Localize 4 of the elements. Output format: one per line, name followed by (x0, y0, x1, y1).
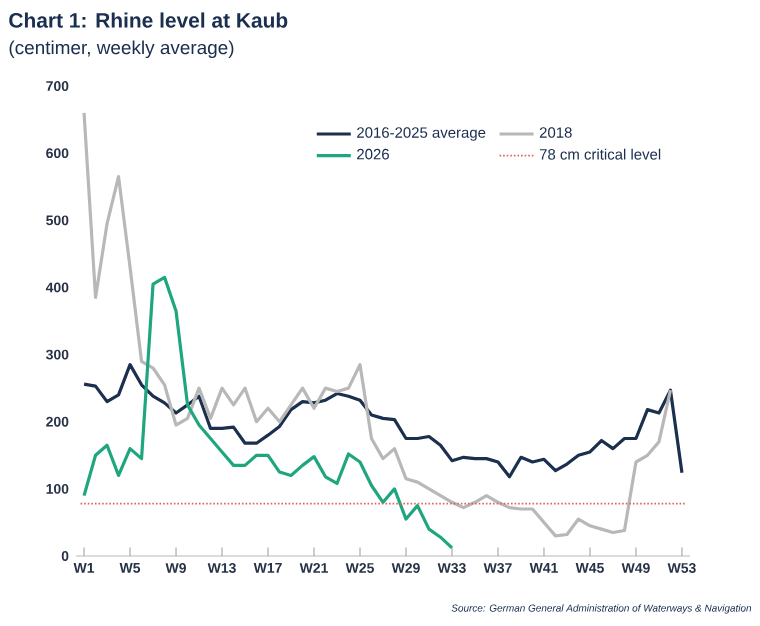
chart-subtitle: (centimer, weekly average) (9, 40, 234, 59)
line-series (82, 275, 454, 550)
line-series (82, 363, 684, 479)
chart-title: Chart 1: Rhine level at Kaub (9, 12, 288, 28)
